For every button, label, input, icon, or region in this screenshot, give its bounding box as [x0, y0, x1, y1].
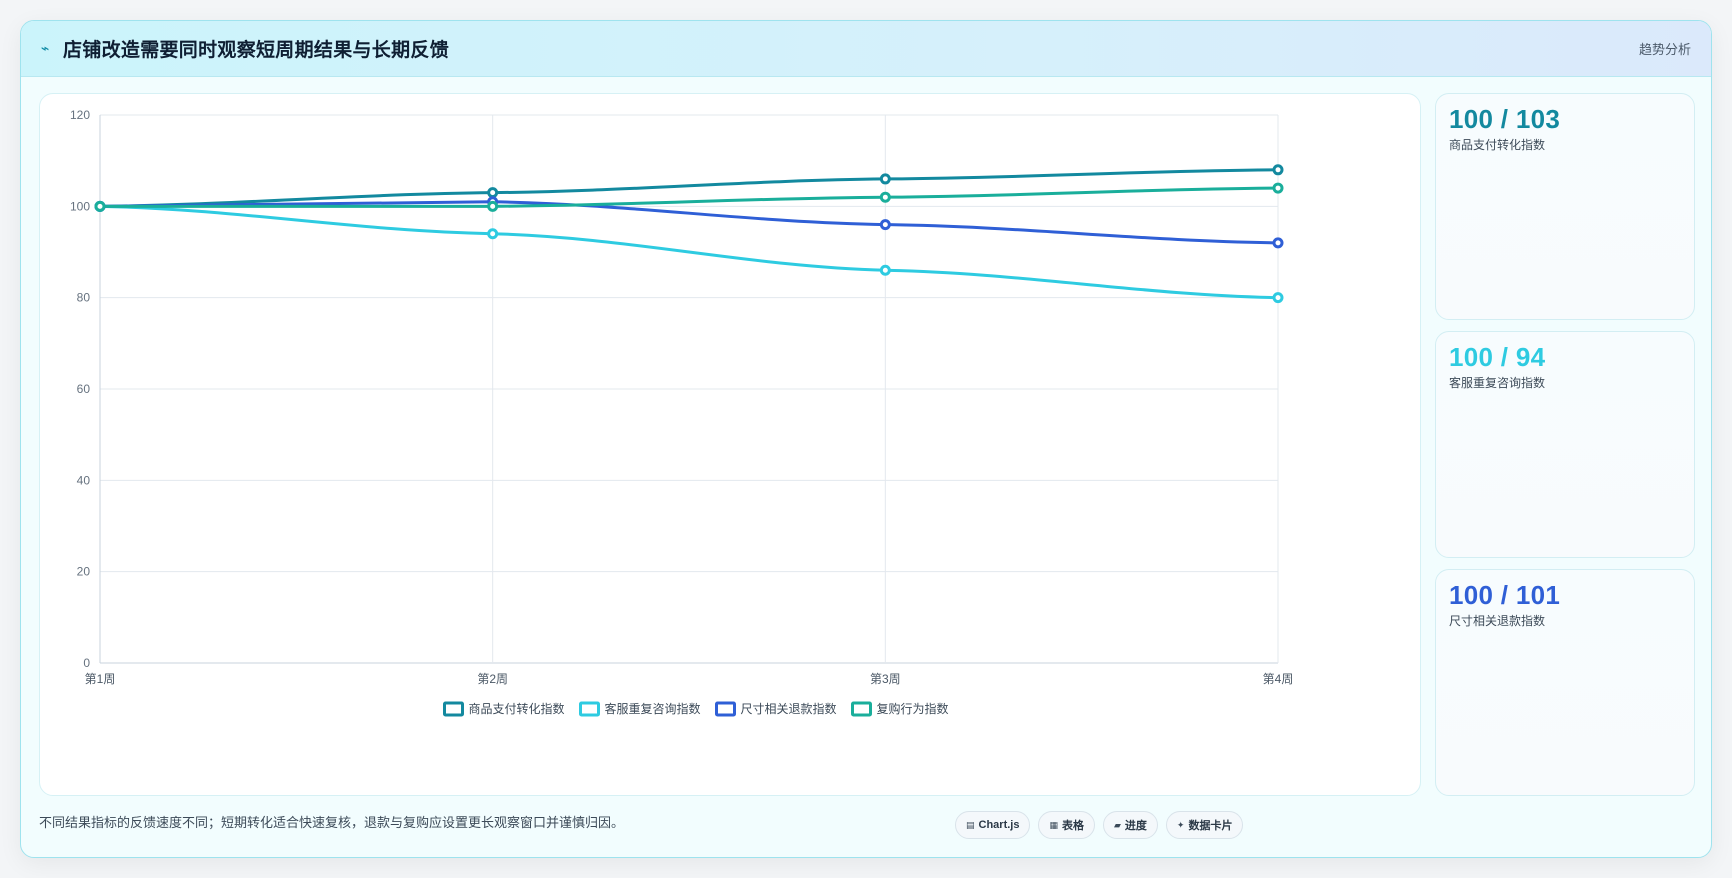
view-chips: ▤ Chart.js ▦ 表格 ▰ 进度 ✦ 数据卡片: [955, 811, 1244, 839]
chip-table[interactable]: ▦ 表格: [1038, 811, 1095, 839]
data-point: [879, 173, 891, 185]
stat-card-conversion: 100 / 103 商品支付转化指数: [1435, 93, 1695, 320]
stat-card-refund: 100 / 101 尺寸相关退款指数: [1435, 569, 1695, 796]
title-wrap: ⌁ 店铺改造需要同时观察短周期结果与长期反馈: [41, 35, 449, 62]
series-line: [99, 204, 1279, 300]
stat-value: 100 / 103: [1449, 104, 1561, 134]
data-point: [879, 264, 891, 276]
y-tick-label: 100: [70, 199, 90, 213]
legend-swatch: [715, 701, 736, 717]
legend-label: 客服重复咨询指数: [605, 701, 701, 716]
y-tick-label: 20: [77, 565, 91, 579]
chip-label: 进度: [1124, 820, 1147, 832]
y-tick-label: 120: [70, 108, 90, 122]
stat-value: 100 / 101: [1449, 580, 1561, 610]
x-tick-label: 第1周: [85, 672, 116, 686]
page-title: 店铺改造需要同时观察短周期结果与长期反馈: [63, 40, 450, 61]
x-tick-label: 第4周: [1263, 672, 1294, 686]
y-tick-label: 60: [77, 382, 91, 396]
data-point: [487, 187, 499, 199]
chip-data-card[interactable]: ✦ 数据卡片: [1165, 811, 1244, 839]
sparkle-icon: ✦: [1176, 819, 1185, 830]
chip-chartjs[interactable]: ▤ Chart.js: [955, 811, 1031, 839]
series-line: [99, 168, 1279, 208]
table-icon: ▦: [1049, 819, 1058, 830]
data-point: [1272, 164, 1284, 176]
stat-label: 商品支付转化指数: [1449, 138, 1546, 152]
chip-progress[interactable]: ▰ 进度: [1103, 811, 1158, 839]
legend-swatch: [851, 701, 872, 717]
y-tick-label: 0: [83, 656, 90, 670]
data-point: [1272, 182, 1284, 194]
data-point: [487, 200, 499, 212]
x-tick-label: 第2周: [477, 672, 508, 686]
data-point: [94, 200, 106, 212]
legend-swatch: [443, 701, 464, 717]
x-tick-label: 第3周: [870, 672, 901, 686]
trend-icon: ⌁: [41, 40, 50, 56]
chip-label: Chart.js: [978, 819, 1020, 831]
series-line: [100, 186, 1279, 208]
stat-value: 100 / 94: [1449, 342, 1546, 372]
data-point: [1272, 237, 1284, 249]
progress-icon: ▰: [1114, 819, 1121, 830]
chip-label: 数据卡片: [1188, 820, 1233, 832]
chart-panel: 0 20 40 60 80 100 120 第1周 第2周 第3周 第4周商品支付转化指数 客服重复咨…: [39, 93, 1421, 796]
series-line: [99, 200, 1279, 245]
data-point: [1272, 292, 1284, 304]
trend-card: ⌁ 店铺改造需要同时观察短周期结果与长期反馈 趋势分析 0 20 40 60 80 100…: [20, 20, 1712, 858]
data-point: [487, 228, 499, 240]
legend-label: 商品支付转化指数: [469, 701, 565, 716]
analysis-tag: 趋势分析: [1638, 42, 1691, 57]
stat-card-consult: 100 / 94 客服重复咨询指数: [1435, 331, 1695, 558]
legend-label: 复购行为指数: [877, 701, 949, 716]
legend-label: 尺寸相关退款指数: [741, 701, 837, 716]
stat-label: 尺寸相关退款指数: [1449, 614, 1546, 628]
footer-note: 不同结果指标的反馈速度不同；短期转化适合快速复核，退款与复购应设置更长观察窗口并…: [39, 815, 625, 830]
stat-label: 客服重复咨询指数: [1449, 376, 1546, 390]
card-header: ⌁ 店铺改造需要同时观察短周期结果与长期反馈 趋势分析: [21, 21, 1711, 77]
legend-swatch: [579, 701, 600, 717]
y-tick-label: 40: [77, 473, 91, 487]
y-tick-label: 80: [77, 291, 91, 305]
data-point: [879, 191, 891, 203]
chip-label: 表格: [1062, 820, 1084, 832]
data-point: [879, 219, 891, 231]
chart-icon: ▤: [966, 819, 975, 830]
